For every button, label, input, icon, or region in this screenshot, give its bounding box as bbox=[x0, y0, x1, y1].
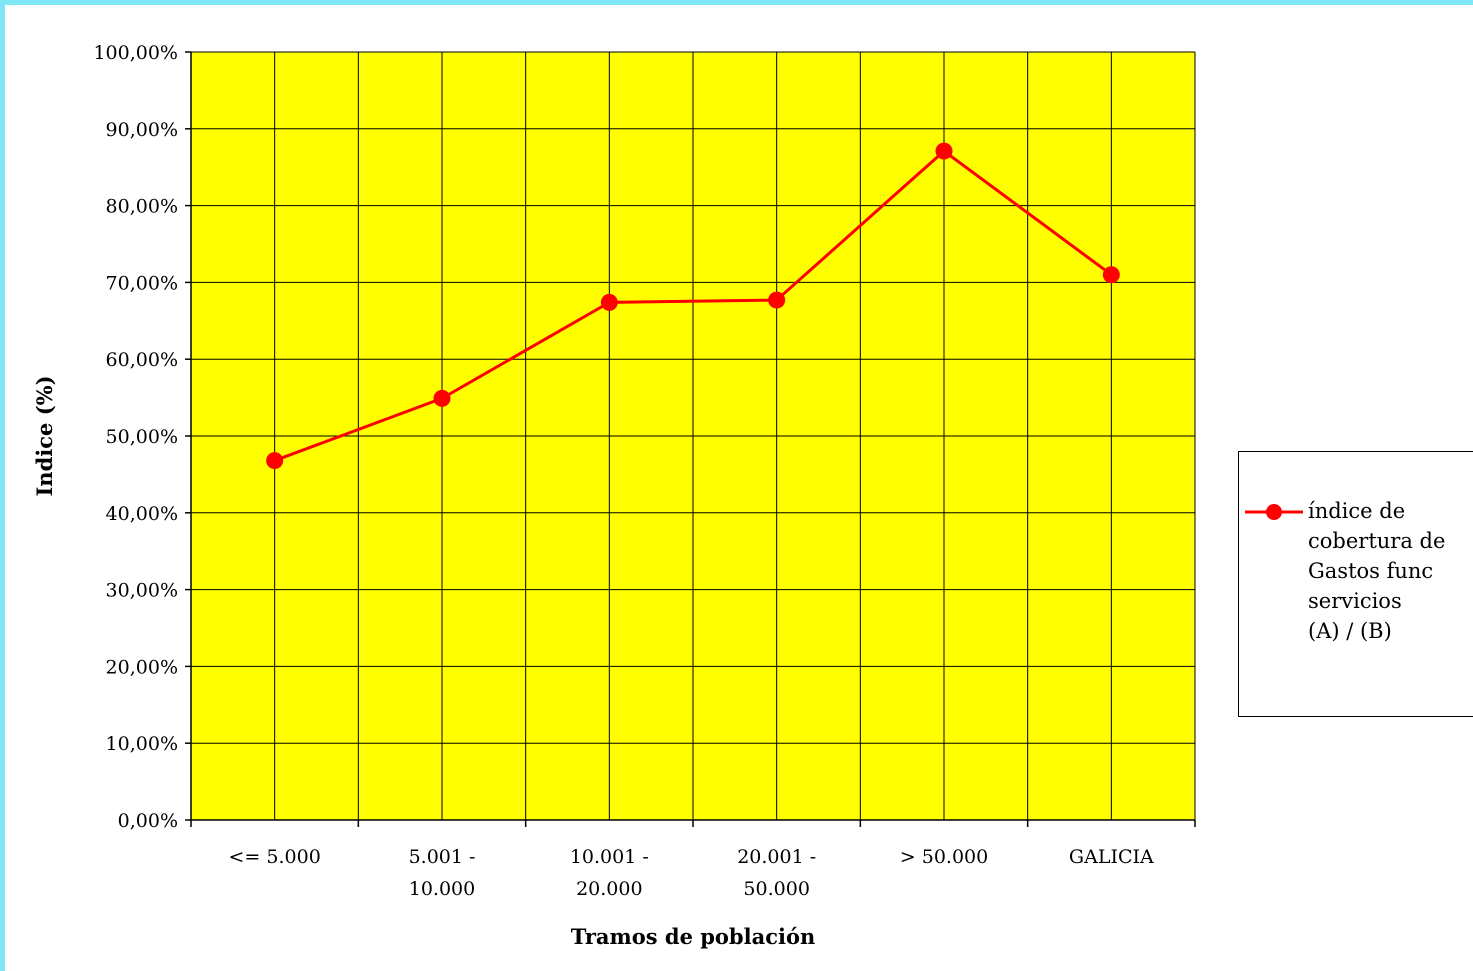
legend: índice de cobertura de Gastos func servi… bbox=[1238, 451, 1473, 717]
y-tick-label: 0,00% bbox=[118, 810, 178, 832]
y-tick-label: 30,00% bbox=[106, 580, 178, 602]
y-tick-label: 50,00% bbox=[106, 426, 178, 448]
y-axis-ticks: 0,00% 10,00% 20,00% 30,00% 40,00% 50,00% 60,00… bbox=[93, 42, 178, 832]
y-tick-label: 70,00% bbox=[106, 272, 178, 294]
y-tick-label: 90,00% bbox=[106, 119, 178, 141]
x-category-label: <= 5.000 bbox=[229, 846, 321, 868]
data-point bbox=[266, 452, 284, 470]
data-point bbox=[935, 142, 953, 160]
y-tick-label: 60,00% bbox=[106, 349, 178, 371]
y-tick-label: 100,00% bbox=[93, 42, 178, 64]
x-category-label: 20.001 -50.000 bbox=[737, 846, 816, 900]
data-point bbox=[433, 389, 451, 407]
data-point bbox=[600, 293, 618, 311]
y-tick-label: 80,00% bbox=[106, 196, 178, 218]
x-category-label: 10.001 -20.000 bbox=[570, 846, 649, 900]
x-axis-categories: <= 5.000 5.001 -10.000 10.001 -20.000 20.00… bbox=[229, 846, 1154, 900]
y-axis-title: Indice (%) bbox=[32, 375, 57, 496]
data-point bbox=[1102, 266, 1120, 284]
x-category-label: GALICIA bbox=[1069, 846, 1154, 868]
x-axis-title: Tramos de población bbox=[571, 924, 815, 949]
axes bbox=[185, 51, 1196, 827]
x-category-label: 5.001 -10.000 bbox=[409, 846, 476, 900]
y-tick-label: 20,00% bbox=[106, 656, 178, 678]
legend-series-label: índice de cobertura de Gastos func servi… bbox=[1308, 499, 1446, 643]
x-category-label: > 50.000 bbox=[900, 846, 988, 868]
legend-series-marker bbox=[1245, 504, 1303, 520]
series bbox=[266, 142, 1120, 470]
series-line bbox=[274, 149, 1113, 462]
y-tick-label: 10,00% bbox=[106, 733, 178, 755]
data-point bbox=[768, 291, 786, 309]
y-tick-label: 40,00% bbox=[106, 503, 178, 525]
grid bbox=[190, 51, 1196, 821]
